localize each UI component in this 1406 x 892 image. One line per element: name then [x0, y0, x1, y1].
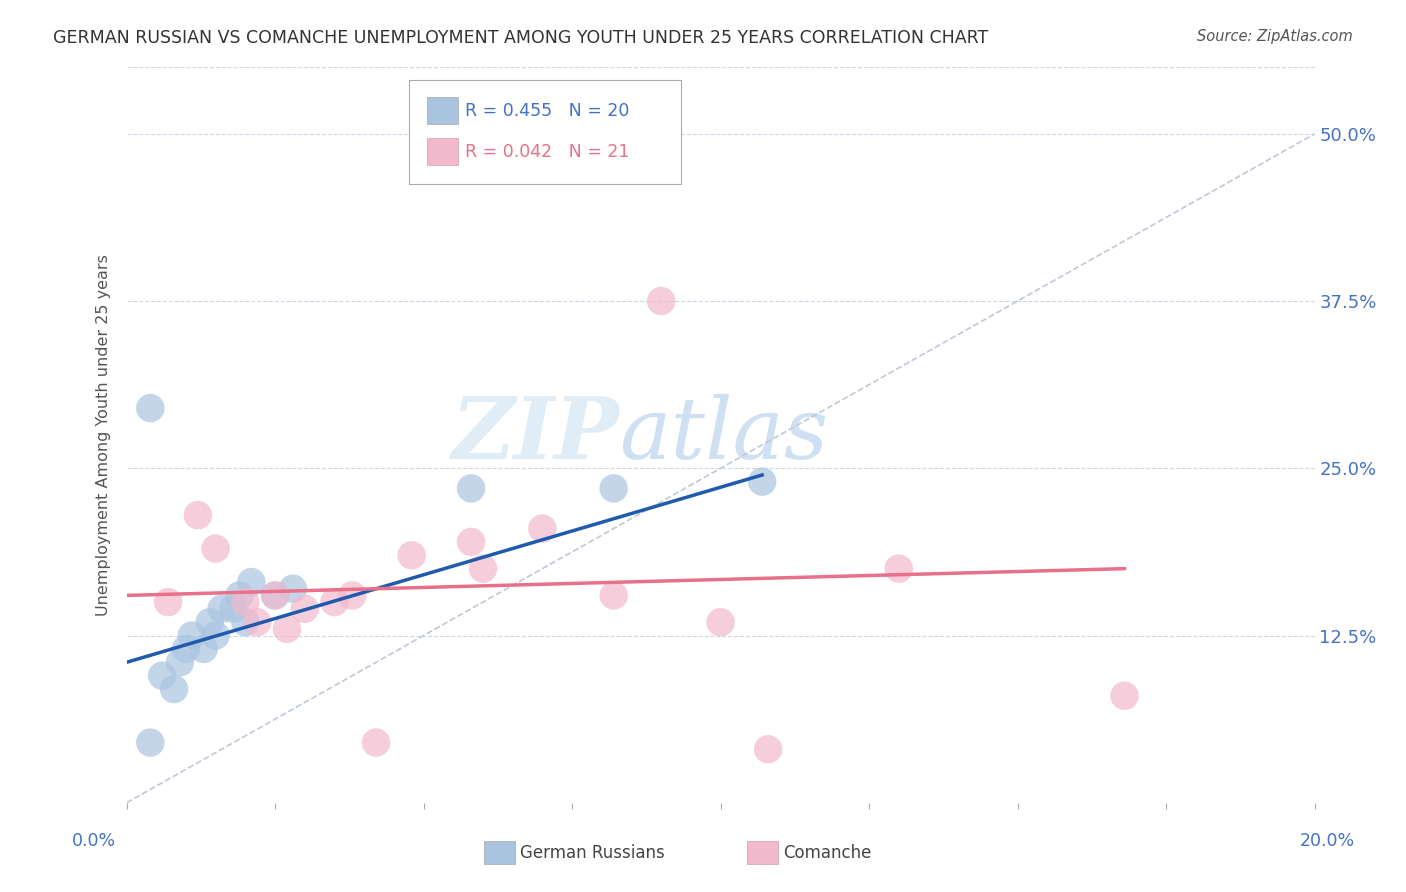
Point	[602, 481, 624, 495]
Text: Comanche: Comanche	[783, 844, 872, 862]
Text: GERMAN RUSSIAN VS COMANCHE UNEMPLOYMENT AMONG YOUTH UNDER 25 YEARS CORRELATION C: GERMAN RUSSIAN VS COMANCHE UNEMPLOYMENT …	[53, 29, 988, 46]
Text: R = 0.455   N = 20: R = 0.455 N = 20	[465, 102, 630, 120]
Point	[246, 615, 269, 630]
Text: ZIP: ZIP	[451, 393, 620, 476]
Point	[174, 642, 197, 657]
Point	[281, 582, 304, 596]
Text: Source: ZipAtlas.com: Source: ZipAtlas.com	[1197, 29, 1353, 44]
Point	[460, 534, 482, 549]
Point	[139, 401, 162, 416]
Point	[204, 541, 226, 556]
Point	[198, 615, 221, 630]
Point	[294, 602, 316, 616]
Point	[472, 562, 495, 576]
Point	[460, 481, 482, 495]
Point	[240, 574, 263, 589]
Point	[342, 589, 364, 603]
Point	[222, 602, 245, 616]
Point	[204, 628, 226, 642]
Point	[887, 562, 910, 576]
Point	[193, 642, 215, 657]
Point	[710, 615, 733, 630]
Point	[233, 595, 257, 609]
Point	[228, 589, 250, 603]
Point	[139, 735, 162, 749]
Text: R = 0.042   N = 21: R = 0.042 N = 21	[465, 143, 630, 161]
Point	[264, 589, 287, 603]
Point	[531, 521, 554, 535]
Point	[150, 669, 173, 683]
Point	[157, 595, 180, 609]
Point	[323, 595, 346, 609]
Text: 0.0%: 0.0%	[72, 831, 117, 849]
Point	[211, 602, 233, 616]
Point	[233, 615, 257, 630]
Point	[169, 655, 191, 669]
Point	[1114, 689, 1136, 703]
Point	[187, 508, 209, 522]
Point	[276, 622, 298, 636]
Y-axis label: Unemployment Among Youth under 25 years: Unemployment Among Youth under 25 years	[96, 254, 111, 615]
Point	[751, 475, 773, 489]
Text: German Russians: German Russians	[520, 844, 665, 862]
Text: 20.0%: 20.0%	[1299, 831, 1355, 849]
Point	[401, 548, 423, 563]
Point	[180, 628, 202, 642]
Point	[163, 681, 186, 696]
Point	[602, 589, 624, 603]
Point	[264, 589, 287, 603]
Text: atlas: atlas	[620, 393, 828, 476]
Point	[364, 735, 387, 749]
Point	[650, 293, 672, 308]
Point	[756, 742, 779, 756]
